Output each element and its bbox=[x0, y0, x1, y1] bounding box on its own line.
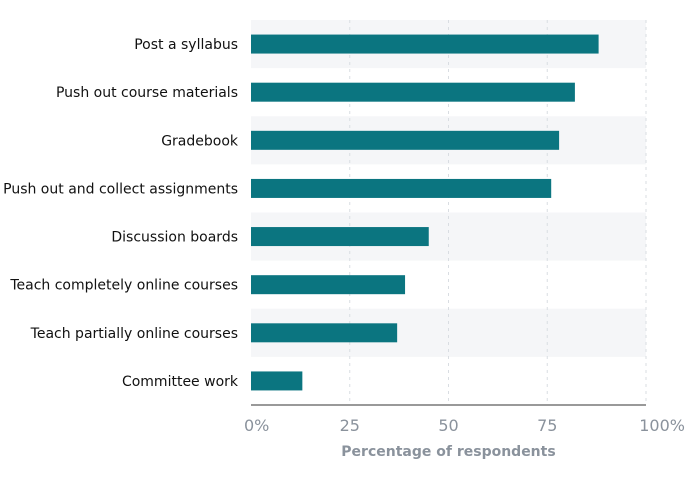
x-tick-label: 50 bbox=[438, 416, 458, 435]
bar bbox=[251, 227, 429, 247]
category-label: Push out and collect assignments bbox=[3, 181, 238, 197]
bar bbox=[251, 178, 552, 198]
category-labels: Post a syllabus Push out course materials… bbox=[3, 37, 239, 390]
category-label: Committee work bbox=[122, 374, 239, 390]
bar bbox=[251, 323, 398, 343]
category-label: Teach completely online courses bbox=[9, 278, 238, 294]
category-label: Discussion boards bbox=[111, 230, 238, 246]
category-label: Post a syllabus bbox=[134, 37, 238, 53]
x-tick-label: 0% bbox=[244, 416, 269, 435]
x-tick-labels: 0% 25 50 75 100% bbox=[244, 416, 685, 435]
category-label: Teach partially online courses bbox=[30, 326, 238, 342]
category-label: Gradebook bbox=[161, 133, 239, 149]
x-tick-label: 75 bbox=[537, 416, 557, 435]
bars bbox=[251, 34, 599, 391]
x-tick-label: 100% bbox=[639, 416, 685, 435]
x-axis-title: Percentage of respondents bbox=[341, 444, 555, 460]
bar bbox=[251, 130, 560, 150]
bar bbox=[251, 34, 599, 54]
bar bbox=[251, 371, 303, 391]
category-label: Push out course materials bbox=[56, 85, 238, 101]
bar bbox=[251, 82, 575, 102]
x-tick-label: 25 bbox=[340, 416, 360, 435]
bar bbox=[251, 275, 406, 295]
